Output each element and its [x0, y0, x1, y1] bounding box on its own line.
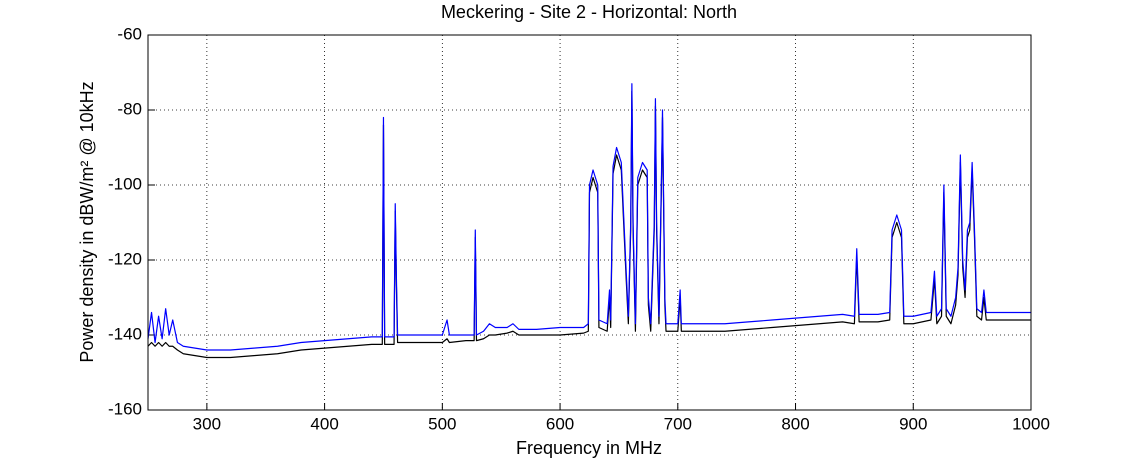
y-axis-label: Power density in dBW/m² @ 10kHz	[77, 81, 97, 362]
x-tick-label: 700	[664, 414, 692, 433]
axes-frame	[147, 34, 1032, 411]
x-axis-label: Frequency in MHz	[516, 438, 662, 458]
y-tick-label: -160	[108, 399, 142, 418]
y-tick-label: -80	[117, 99, 142, 118]
chart-title: Meckering - Site 2 - Horizontal: North	[441, 2, 737, 22]
series-line	[147, 83, 1031, 351]
x-tick-label: 600	[546, 414, 574, 433]
y-tick-label: -120	[108, 249, 142, 268]
x-tick-label: 900	[899, 414, 927, 433]
y-tick-label: -140	[108, 324, 142, 343]
x-tick-label: 1000	[1012, 414, 1050, 433]
x-tick-label: 500	[428, 414, 456, 433]
y-tick-label: -60	[117, 24, 142, 43]
x-tick-label: 400	[310, 414, 338, 433]
y-tick-label: -100	[108, 174, 142, 193]
x-tick-label: 800	[781, 414, 809, 433]
x-tick-label: 300	[193, 414, 221, 433]
